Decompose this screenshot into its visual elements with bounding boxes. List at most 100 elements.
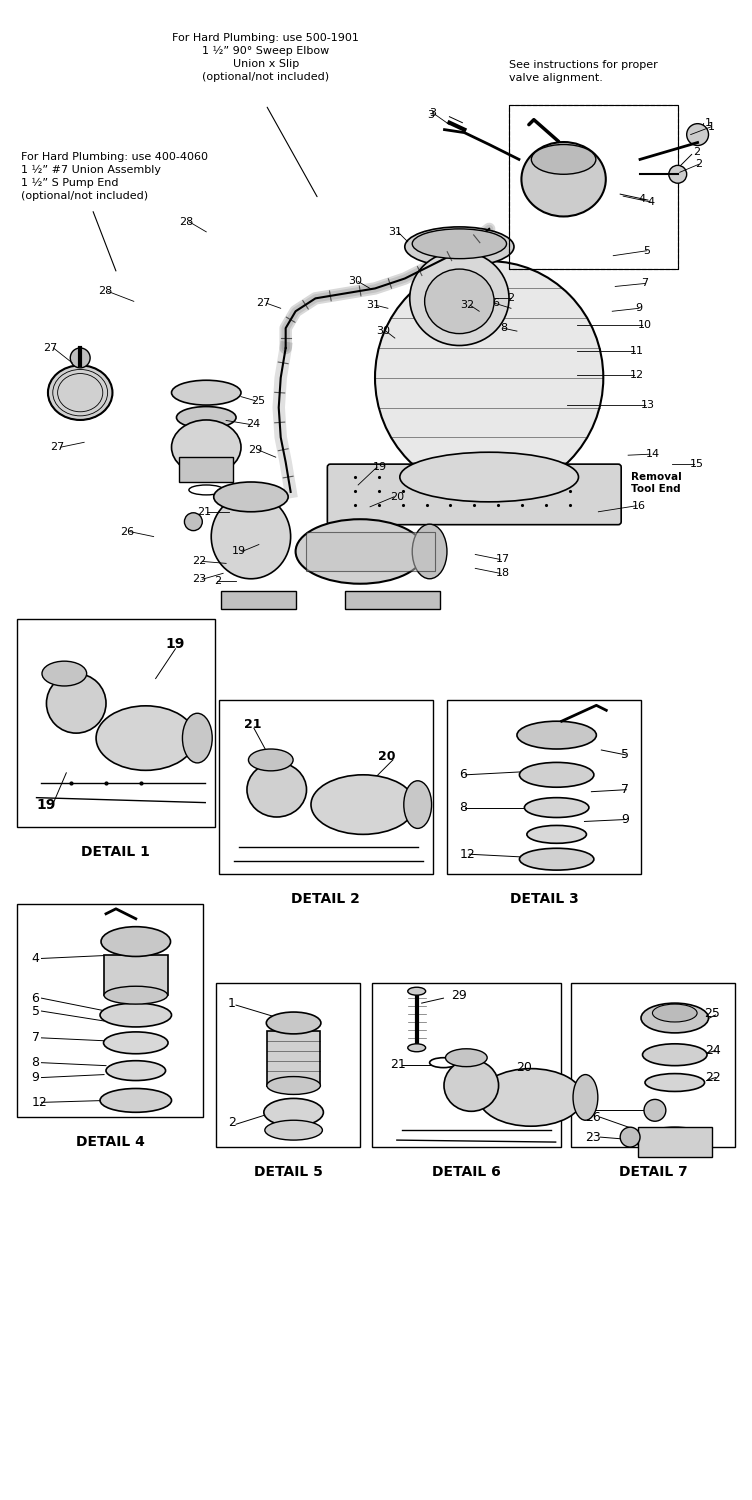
Ellipse shape bbox=[520, 849, 594, 870]
Text: 22: 22 bbox=[192, 556, 206, 567]
Ellipse shape bbox=[47, 674, 106, 734]
Ellipse shape bbox=[479, 1068, 583, 1126]
Bar bbox=[17, 904, 203, 1118]
Bar bbox=[104, 956, 168, 994]
Ellipse shape bbox=[214, 482, 288, 512]
Text: Union x Slip: Union x Slip bbox=[232, 58, 299, 69]
Text: Tool End: Tool End bbox=[631, 484, 681, 494]
Text: 1 ½” 90° Sweep Elbow: 1 ½” 90° Sweep Elbow bbox=[202, 46, 329, 57]
Text: 30: 30 bbox=[376, 326, 390, 336]
Text: 2: 2 bbox=[214, 576, 221, 586]
Text: 32: 32 bbox=[460, 300, 475, 310]
Ellipse shape bbox=[444, 1059, 499, 1112]
Ellipse shape bbox=[527, 825, 587, 843]
Text: DETAIL 1: DETAIL 1 bbox=[81, 846, 150, 859]
Ellipse shape bbox=[410, 251, 509, 345]
Text: 27: 27 bbox=[50, 442, 65, 453]
Bar bbox=[345, 591, 439, 609]
Text: 9: 9 bbox=[621, 813, 629, 826]
Ellipse shape bbox=[48, 366, 113, 420]
Text: 17: 17 bbox=[496, 555, 510, 564]
Ellipse shape bbox=[405, 226, 514, 267]
Text: 5: 5 bbox=[32, 1005, 40, 1017]
Text: 23: 23 bbox=[193, 574, 206, 585]
Text: 26: 26 bbox=[120, 526, 134, 537]
Ellipse shape bbox=[620, 1126, 640, 1148]
Text: 28: 28 bbox=[98, 286, 112, 297]
Text: 29: 29 bbox=[451, 988, 467, 1002]
Ellipse shape bbox=[100, 1089, 171, 1113]
Text: 25: 25 bbox=[705, 1007, 720, 1020]
Bar bbox=[509, 105, 678, 268]
Ellipse shape bbox=[70, 348, 90, 368]
Ellipse shape bbox=[171, 381, 241, 405]
Text: 29: 29 bbox=[249, 446, 263, 454]
Text: 21: 21 bbox=[390, 1058, 405, 1071]
Text: 8: 8 bbox=[459, 801, 468, 814]
Text: DETAIL 7: DETAIL 7 bbox=[619, 1166, 687, 1179]
Text: 18: 18 bbox=[496, 568, 510, 579]
Ellipse shape bbox=[445, 1048, 487, 1066]
Text: 12: 12 bbox=[459, 847, 475, 861]
Text: 6: 6 bbox=[459, 768, 467, 782]
Text: 11: 11 bbox=[630, 346, 644, 355]
Text: 1 ½” #7 Union Assembly: 1 ½” #7 Union Assembly bbox=[20, 165, 161, 176]
Text: 19: 19 bbox=[232, 546, 246, 556]
Ellipse shape bbox=[408, 987, 426, 994]
Text: 20: 20 bbox=[516, 1060, 532, 1074]
Text: DETAIL 4: DETAIL 4 bbox=[75, 1136, 144, 1149]
Ellipse shape bbox=[183, 714, 212, 764]
Bar bbox=[509, 105, 678, 268]
Ellipse shape bbox=[573, 1074, 598, 1120]
Ellipse shape bbox=[642, 1044, 707, 1065]
Text: See instructions for proper: See instructions for proper bbox=[509, 60, 658, 70]
Text: 4: 4 bbox=[32, 952, 39, 964]
Text: 3: 3 bbox=[429, 108, 437, 117]
Text: 28: 28 bbox=[179, 217, 193, 226]
Ellipse shape bbox=[517, 722, 596, 748]
Text: 2: 2 bbox=[586, 1104, 593, 1118]
Text: 1: 1 bbox=[708, 122, 714, 132]
Text: DETAIL 5: DETAIL 5 bbox=[253, 1166, 323, 1179]
Bar bbox=[216, 984, 360, 1148]
Text: 21: 21 bbox=[244, 718, 262, 730]
Ellipse shape bbox=[645, 1074, 705, 1092]
Ellipse shape bbox=[425, 268, 494, 333]
Text: 31: 31 bbox=[388, 226, 402, 237]
Ellipse shape bbox=[404, 782, 432, 828]
Ellipse shape bbox=[104, 986, 168, 1004]
Ellipse shape bbox=[100, 1004, 171, 1028]
Bar bbox=[180, 458, 233, 482]
Text: 2: 2 bbox=[695, 159, 702, 170]
Ellipse shape bbox=[400, 452, 578, 503]
Ellipse shape bbox=[524, 798, 589, 818]
Ellipse shape bbox=[669, 165, 687, 183]
Text: (optional/not included): (optional/not included) bbox=[20, 190, 148, 201]
Text: 1: 1 bbox=[705, 117, 711, 128]
Ellipse shape bbox=[96, 706, 196, 771]
Text: 19: 19 bbox=[165, 638, 185, 651]
Ellipse shape bbox=[247, 762, 307, 818]
Text: 5: 5 bbox=[621, 748, 629, 762]
Text: 21: 21 bbox=[197, 507, 211, 518]
Text: DETAIL 2: DETAIL 2 bbox=[292, 892, 360, 906]
Text: 2: 2 bbox=[507, 294, 514, 303]
Text: 7: 7 bbox=[621, 783, 629, 796]
Ellipse shape bbox=[644, 1100, 666, 1120]
Text: 14: 14 bbox=[646, 448, 660, 459]
Text: 1 ½” S Pump End: 1 ½” S Pump End bbox=[20, 178, 118, 189]
Text: 23: 23 bbox=[586, 1131, 601, 1143]
Ellipse shape bbox=[520, 762, 594, 788]
Ellipse shape bbox=[532, 144, 596, 174]
Ellipse shape bbox=[42, 662, 86, 686]
Text: 19: 19 bbox=[373, 462, 387, 472]
Text: 25: 25 bbox=[251, 396, 265, 405]
Text: 2: 2 bbox=[228, 1116, 236, 1128]
Text: 13: 13 bbox=[641, 399, 655, 410]
Text: 12: 12 bbox=[32, 1096, 47, 1108]
Bar bbox=[638, 1126, 711, 1156]
Text: 7: 7 bbox=[641, 279, 648, 288]
Ellipse shape bbox=[412, 524, 447, 579]
Ellipse shape bbox=[177, 406, 236, 429]
Text: 31: 31 bbox=[366, 300, 380, 310]
